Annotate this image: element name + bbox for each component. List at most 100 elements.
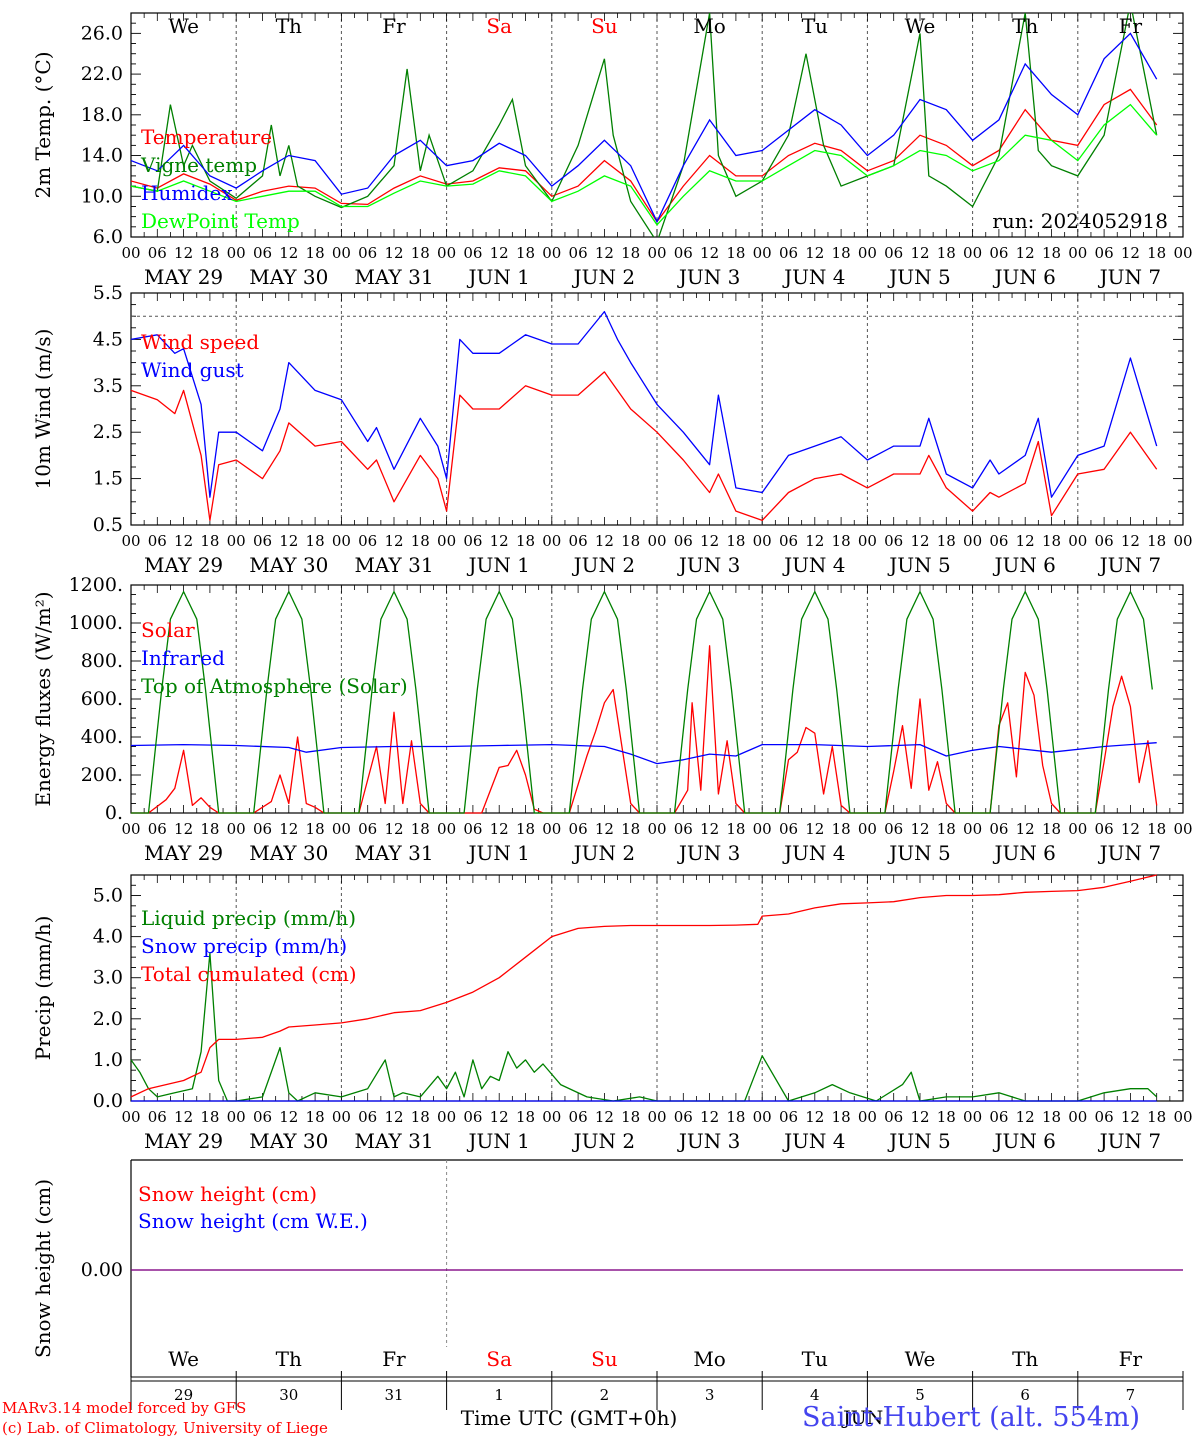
x-tick-label-hour: 12 xyxy=(279,532,298,550)
x-tick-label-hour: 06 xyxy=(253,244,272,262)
model-credit: MARv3.14 model forced by GFS xyxy=(2,1399,247,1417)
weekday-label: Tu xyxy=(802,14,828,38)
x-date-label: MAY 29 xyxy=(144,1129,223,1153)
x-tick-label-hour: 12 xyxy=(384,1108,403,1126)
x-date-label: JUN 1 xyxy=(466,841,529,865)
x-tick-label-hour: 18 xyxy=(306,820,325,838)
y-tick-label: 4.0 xyxy=(93,926,123,948)
day-number-label: 2 xyxy=(600,1386,610,1404)
x-tick-label-hour: 18 xyxy=(726,820,745,838)
x-tick-label-hour: 06 xyxy=(674,244,693,262)
x-date-label: JUN 6 xyxy=(992,553,1055,577)
x-date-label: JUN 7 xyxy=(1098,265,1161,289)
legend-entry: Wind speed xyxy=(141,330,259,354)
y-tick-label: 2.5 xyxy=(93,421,123,443)
x-tick-label-hour: 12 xyxy=(910,244,929,262)
x-tick-label-hour: 18 xyxy=(832,244,851,262)
series-line-wind-gust xyxy=(130,310,1158,498)
x-tick-label-hour: 06 xyxy=(463,244,482,262)
x-tick-label-hour: 12 xyxy=(700,244,719,262)
x-tick-label-hour: 06 xyxy=(884,532,903,550)
y-axis-label: Energy fluxes (W/m²) xyxy=(31,591,55,806)
x-tick-label-hour: 18 xyxy=(726,1108,745,1126)
x-tick-label-hour: 00 xyxy=(1173,820,1192,838)
y-axis-label: 2m Temp. (°C) xyxy=(31,51,55,198)
day-number-label: 3 xyxy=(705,1386,715,1404)
x-tick-label-hour: 12 xyxy=(1016,532,1035,550)
x-tick-label-hour: 06 xyxy=(569,1108,588,1126)
series-line-humidex xyxy=(131,32,1158,224)
weekday-label: Fr xyxy=(1119,1347,1143,1371)
y-tick-label: 1200. xyxy=(69,574,123,596)
x-tick-label-hour: 06 xyxy=(674,1108,693,1126)
x-tick-label-hour: 12 xyxy=(595,244,614,262)
y-axis-label: Precip (mm/h) xyxy=(31,916,55,1061)
y-tick-label: 2.0 xyxy=(93,1008,123,1030)
x-tick-label-hour: 00 xyxy=(1173,1108,1192,1126)
x-tick-label-hour: 00 xyxy=(858,820,877,838)
x-tick-label-hour: 18 xyxy=(1042,244,1061,262)
y-tick-label: 5.5 xyxy=(93,282,123,304)
y-tick-label: 400. xyxy=(81,726,123,748)
weekday-label: Fr xyxy=(382,14,406,38)
x-tick-label-hour: 00 xyxy=(121,244,140,262)
x-tick-label-hour: 06 xyxy=(463,1108,482,1126)
legend-entry: Infrared xyxy=(141,646,225,670)
x-tick-label-hour: 00 xyxy=(437,532,456,550)
x-tick-label-hour: 06 xyxy=(569,820,588,838)
x-tick-label-hour: 18 xyxy=(832,820,851,838)
x-tick-label-hour: 18 xyxy=(937,820,956,838)
x-date-label: JUN 7 xyxy=(1098,1129,1161,1153)
weekday-label: Fr xyxy=(1119,14,1143,38)
x-tick-label-hour: 12 xyxy=(1121,1108,1140,1126)
day-number-label: 7 xyxy=(1126,1386,1136,1404)
x-tick-label-hour: 18 xyxy=(306,244,325,262)
x-date-label: MAY 31 xyxy=(354,1129,433,1153)
x-tick-label-hour: 12 xyxy=(805,820,824,838)
x-tick-label-hour: 00 xyxy=(753,1108,772,1126)
weekday-label: We xyxy=(905,1347,936,1371)
x-tick-label-hour: 12 xyxy=(805,1108,824,1126)
x-tick-label-hour: 18 xyxy=(1147,1108,1166,1126)
run-label: run: 2024052918 xyxy=(992,209,1168,233)
x-tick-label-hour: 06 xyxy=(779,820,798,838)
x-tick-label-hour: 12 xyxy=(700,532,719,550)
y-tick-label: 0.0 xyxy=(93,1090,123,1112)
x-tick-label-hour: 18 xyxy=(516,532,535,550)
x-tick-label-hour: 12 xyxy=(700,820,719,838)
copyright-credit: (c) Lab. of Climatology, University of L… xyxy=(2,1419,328,1437)
series-line-infrared xyxy=(130,742,1157,765)
series-line-dewpoint-temp xyxy=(131,103,1158,226)
x-tick-label-hour: 18 xyxy=(411,1108,430,1126)
x-tick-label-hour: 06 xyxy=(1095,244,1114,262)
series-line-wind-speed xyxy=(130,371,1158,522)
y-tick-label: 800. xyxy=(81,650,123,672)
weekday-label: Th xyxy=(1012,14,1038,38)
x-date-label: JUN 7 xyxy=(1098,841,1161,865)
weekday-label: Su xyxy=(591,1347,618,1371)
x-tick-label-hour: 18 xyxy=(832,1108,851,1126)
x-tick-label-hour: 00 xyxy=(332,820,351,838)
x-tick-label-hour: 12 xyxy=(174,1108,193,1126)
x-tick-label-hour: 12 xyxy=(1121,244,1140,262)
y-tick-label: 3.0 xyxy=(93,967,123,989)
x-tick-label-hour: 00 xyxy=(858,244,877,262)
x-date-label: JUN 3 xyxy=(677,841,740,865)
x-tick-label-hour: 00 xyxy=(1068,244,1087,262)
x-tick-label-hour: 06 xyxy=(253,1108,272,1126)
x-tick-label-hour: 00 xyxy=(542,532,561,550)
x-tick-label-hour: 18 xyxy=(937,1108,956,1126)
weekday-label: Sa xyxy=(486,1347,512,1371)
x-tick-label-hour: 18 xyxy=(516,1108,535,1126)
x-tick-label-hour: 12 xyxy=(1121,532,1140,550)
x-tick-label-hour: 18 xyxy=(726,532,745,550)
x-tick-label-hour: 18 xyxy=(200,244,219,262)
x-tick-label-hour: 12 xyxy=(174,820,193,838)
x-tick-label-hour: 00 xyxy=(121,532,140,550)
legend-entry: Temperature xyxy=(141,125,272,149)
x-tick-label-hour: 18 xyxy=(516,820,535,838)
x-tick-label-hour: 12 xyxy=(279,244,298,262)
weekday-label: Sa xyxy=(486,14,512,38)
x-tick-label-hour: 12 xyxy=(595,820,614,838)
x-tick-label-hour: 12 xyxy=(490,820,509,838)
